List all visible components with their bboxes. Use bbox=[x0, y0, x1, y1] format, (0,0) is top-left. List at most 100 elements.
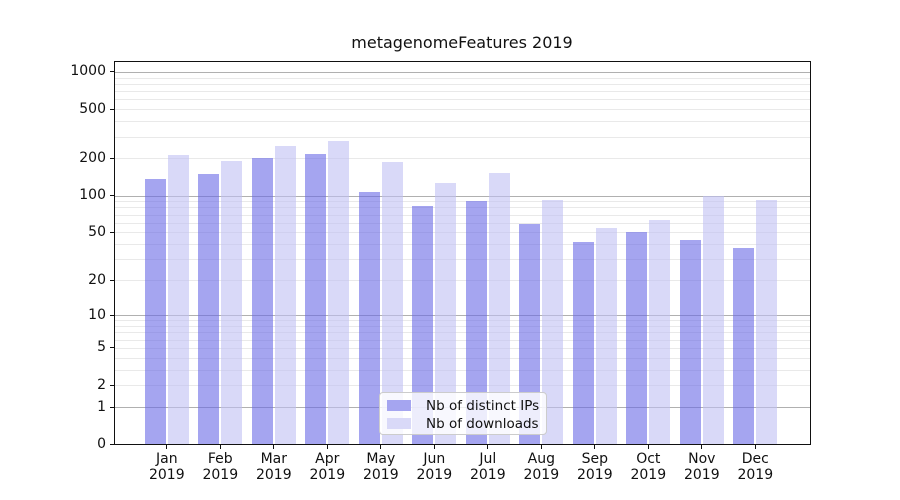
x-tick-label: Sep 2019 bbox=[576, 451, 613, 483]
bar-distinct-ips bbox=[572, 241, 594, 444]
gridline-minor bbox=[114, 357, 810, 359]
chart-title: metagenomeFeatures 2019 bbox=[351, 33, 573, 52]
x-tick-mark bbox=[219, 445, 221, 449]
y-tick-label: 5 bbox=[97, 339, 106, 356]
x-tick-label: Jan 2019 bbox=[148, 451, 185, 483]
x-tick-mark bbox=[540, 445, 542, 449]
bar-distinct-ips bbox=[733, 248, 755, 444]
x-tick-label: Jul 2019 bbox=[469, 451, 506, 483]
y-tick-label: 100 bbox=[79, 187, 106, 204]
legend-swatch-downloads bbox=[387, 418, 411, 429]
x-tick-label: Apr 2019 bbox=[309, 451, 346, 483]
gridline-minor bbox=[114, 91, 810, 93]
bar-downloads bbox=[221, 160, 243, 444]
legend-label-distinct-ips: Nb of distinct IPs bbox=[426, 397, 540, 414]
gridline-minor bbox=[114, 385, 810, 387]
gridline-minor bbox=[114, 259, 810, 261]
gridline-major bbox=[114, 195, 810, 197]
plot-area bbox=[113, 60, 811, 445]
y-tick-mark bbox=[109, 108, 114, 110]
gridline-minor bbox=[114, 320, 810, 322]
x-tick-mark bbox=[166, 445, 168, 449]
gridline-minor bbox=[114, 222, 810, 224]
bar-downloads bbox=[167, 155, 189, 444]
bar-downloads bbox=[756, 200, 778, 444]
x-tick-label: Mar 2019 bbox=[255, 451, 292, 483]
bar-distinct-ips bbox=[144, 179, 166, 444]
bar-distinct-ips bbox=[679, 240, 701, 444]
gridline-minor bbox=[114, 158, 810, 160]
y-tick-mark bbox=[109, 71, 114, 73]
x-tick-label: Feb 2019 bbox=[202, 451, 239, 483]
x-tick-mark bbox=[380, 445, 382, 449]
y-tick-label: 2 bbox=[97, 376, 106, 393]
x-tick-mark bbox=[701, 445, 703, 449]
x-tick-mark bbox=[487, 445, 489, 449]
y-tick-label: 50 bbox=[88, 223, 106, 240]
bar-downloads bbox=[488, 173, 510, 444]
x-tick-label: May 2019 bbox=[362, 451, 399, 483]
bar-downloads bbox=[702, 195, 724, 444]
x-tick-label: Aug 2019 bbox=[523, 451, 560, 483]
gridline-minor bbox=[114, 280, 810, 282]
bar-distinct-ips bbox=[358, 192, 380, 444]
legend-label-downloads: Nb of downloads bbox=[426, 415, 539, 432]
y-tick-label: 1000 bbox=[70, 63, 106, 80]
y-tick-mark bbox=[109, 314, 114, 316]
y-tick-mark bbox=[109, 406, 114, 408]
bar-distinct-ips bbox=[519, 223, 541, 444]
gridline-major bbox=[114, 71, 810, 73]
x-tick-mark bbox=[326, 445, 328, 449]
bar-distinct-ips bbox=[626, 232, 648, 444]
x-tick-mark bbox=[433, 445, 435, 449]
y-tick-label: 20 bbox=[88, 271, 106, 288]
x-tick-label: Jun 2019 bbox=[416, 451, 453, 483]
bar-downloads bbox=[595, 228, 617, 444]
x-tick-label: Dec 2019 bbox=[737, 451, 774, 483]
gridline-minor bbox=[114, 244, 810, 246]
gridline-minor bbox=[114, 121, 810, 123]
x-tick-mark bbox=[647, 445, 649, 449]
bar-downloads bbox=[381, 162, 403, 444]
gridline-minor bbox=[114, 207, 810, 209]
legend-item-distinct-ips: Nb of distinct IPs bbox=[387, 397, 546, 414]
gridline-major bbox=[114, 315, 810, 317]
bar-downloads bbox=[274, 145, 296, 444]
x-tick-mark bbox=[754, 445, 756, 449]
y-tick-label: 500 bbox=[79, 100, 106, 117]
y-tick-label: 10 bbox=[88, 306, 106, 323]
legend-swatch-distinct-ips bbox=[387, 400, 411, 411]
y-tick-mark bbox=[109, 347, 114, 349]
bar-distinct-ips bbox=[198, 174, 220, 444]
bar-distinct-ips bbox=[465, 200, 487, 444]
gridline-minor bbox=[114, 369, 810, 371]
gridline-minor bbox=[114, 232, 810, 234]
gridline-minor bbox=[114, 325, 810, 327]
y-tick-label: 1 bbox=[97, 398, 106, 415]
gridline-minor bbox=[114, 339, 810, 341]
y-tick-mark bbox=[109, 157, 114, 159]
legend: Nb of distinct IPs Nb of downloads bbox=[379, 392, 547, 435]
gridline-minor bbox=[114, 77, 810, 79]
x-tick-mark bbox=[273, 445, 275, 449]
bar-distinct-ips bbox=[251, 157, 273, 444]
bar-downloads bbox=[649, 220, 671, 444]
gridline-minor bbox=[114, 136, 810, 138]
x-tick-label: Oct 2019 bbox=[630, 451, 667, 483]
y-tick-mark bbox=[109, 195, 114, 197]
gridline-minor bbox=[114, 99, 810, 101]
bar-downloads bbox=[435, 182, 457, 444]
y-tick-label: 200 bbox=[79, 149, 106, 166]
y-tick-mark bbox=[109, 231, 114, 233]
y-tick-label: 0 bbox=[97, 436, 106, 452]
gridline-minor bbox=[114, 201, 810, 203]
gridline-minor bbox=[114, 109, 810, 111]
bar-distinct-ips bbox=[305, 153, 327, 444]
y-tick-mark bbox=[109, 279, 114, 281]
bar-downloads bbox=[542, 200, 564, 444]
gridline-minor bbox=[114, 83, 810, 85]
bar-downloads bbox=[328, 140, 350, 444]
bar-distinct-ips bbox=[412, 205, 434, 444]
y-tick-mark bbox=[109, 384, 114, 386]
